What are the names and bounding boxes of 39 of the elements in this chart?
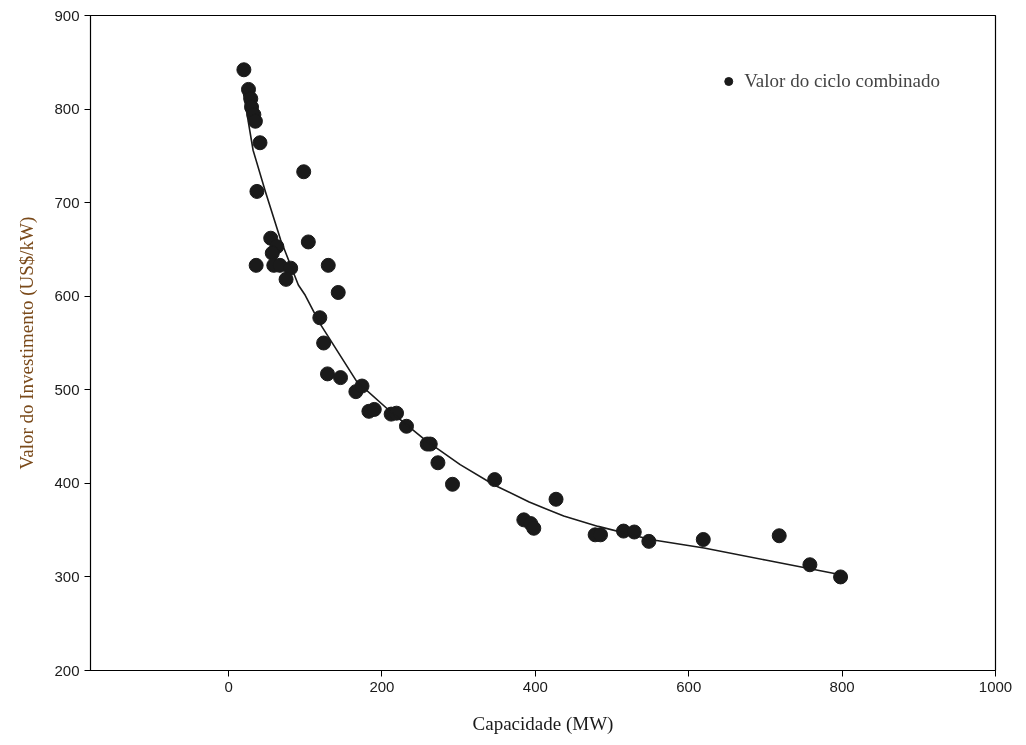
point [526,520,542,536]
point [548,491,564,507]
point [330,284,346,300]
y-tick-label: 400 [54,474,80,492]
y-tick-label: 900 [54,6,80,24]
y-tick-label: 200 [54,661,80,679]
x-tick-label: 0 [224,677,233,695]
point [248,257,264,273]
point [833,569,849,585]
point [236,62,252,78]
x-tick-label: 1000 [978,677,1013,695]
x-tick-label: 800 [829,677,855,695]
y-tick-label: 700 [54,193,80,211]
point [300,234,316,250]
y-tick-label: 800 [54,100,80,118]
point [487,472,503,488]
x-tick-label: 600 [676,677,702,695]
point [430,455,446,471]
point [316,335,332,351]
point [802,557,818,573]
point [445,476,460,492]
x-tick-label: 400 [522,677,548,695]
point [264,245,280,261]
y-tick-label: 500 [54,380,80,398]
point [320,257,336,273]
point [296,164,312,180]
point [333,370,349,386]
point [771,528,787,544]
y-tick-label: 600 [54,287,80,305]
legend-label: Valor do ciclo combinado [744,70,940,92]
x-axis-title: Capacidade (MW) [472,712,614,735]
point [249,183,265,199]
y-tick-label: 300 [54,567,80,585]
x-tick-label: 200 [369,677,395,695]
point [252,135,268,151]
point [695,532,711,547]
y-axis-title: Valor do Investimento (US$/kW) [16,216,39,470]
point [319,366,335,382]
point [278,271,294,287]
